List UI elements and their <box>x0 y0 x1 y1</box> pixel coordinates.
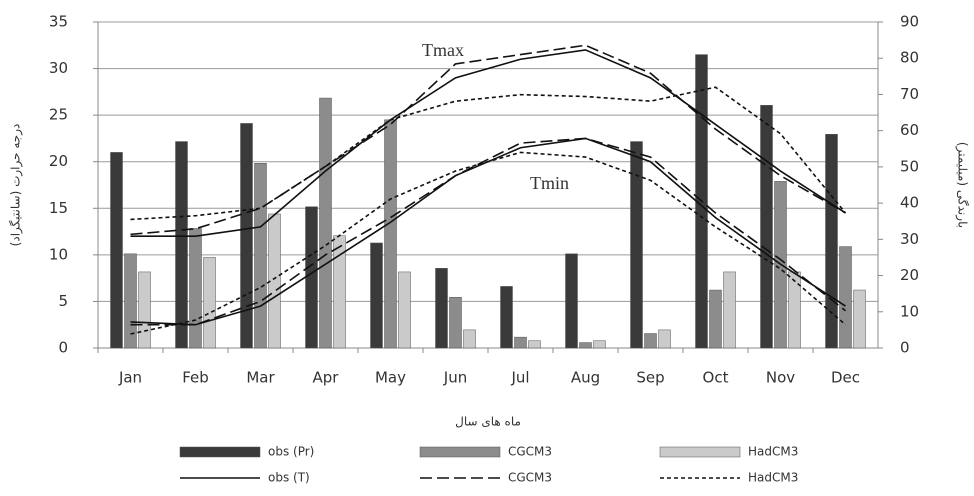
x-tick-label: Mar <box>246 369 275 387</box>
y-axis-title: درجه حرارت (سانتیگراد) <box>9 124 24 247</box>
bar <box>630 141 643 349</box>
y-tick-label: 25 <box>49 106 68 124</box>
legend-label: CGCM3 <box>508 445 552 459</box>
line <box>130 49 846 238</box>
bar <box>240 123 253 349</box>
bar <box>384 119 397 349</box>
y2-tick-label: 30 <box>900 230 919 248</box>
x-tick-label: Sep <box>636 369 664 387</box>
line <box>130 137 846 326</box>
annotation: Tmin <box>530 173 569 193</box>
bar <box>319 97 332 349</box>
x-tick-label: Feb <box>182 369 209 387</box>
bar <box>658 329 671 349</box>
line <box>130 137 846 326</box>
x-tick-label: Jan <box>118 369 142 387</box>
x-axis-title: ماه های سال <box>455 415 521 429</box>
legend-swatch <box>659 446 741 458</box>
bar <box>398 271 411 349</box>
x-tick-label: Jun <box>443 369 467 387</box>
x-tick-label: Nov <box>766 369 795 387</box>
bar <box>760 105 773 349</box>
bar <box>305 206 318 349</box>
bar <box>449 297 462 349</box>
bar <box>254 163 267 349</box>
y2-tick-label: 70 <box>900 85 919 103</box>
y2-tick-label: 50 <box>900 157 919 175</box>
y-tick-label: 20 <box>49 152 68 170</box>
bar <box>565 253 578 349</box>
line <box>130 44 846 236</box>
y2-tick-label: 10 <box>900 302 919 320</box>
bar <box>709 289 722 349</box>
legend-label: HadCM3 <box>748 471 798 485</box>
legend-label: obs (T) <box>268 471 310 485</box>
bar <box>723 271 736 349</box>
x-tick-label: May <box>375 369 406 387</box>
x-tick-label: Dec <box>831 369 860 387</box>
bar <box>435 268 448 349</box>
y-tick-label: 30 <box>49 59 68 77</box>
y2-tick-label: 0 <box>900 339 910 357</box>
y2-tick-label: 90 <box>900 13 919 31</box>
y2-axis-title: بارندگی (میلیمتر) <box>955 142 970 228</box>
legend-swatch <box>179 446 261 458</box>
y-tick-label: 0 <box>58 339 68 357</box>
bar <box>839 246 852 349</box>
bar <box>189 228 202 349</box>
x-tick-label: Jul <box>510 369 529 387</box>
bar <box>853 289 866 349</box>
legend-label: obs (Pr) <box>268 445 314 459</box>
bar <box>463 329 476 349</box>
x-tick-label: Apr <box>313 369 340 387</box>
x-tick-label: Aug <box>571 369 600 387</box>
y-tick-label: 10 <box>49 245 68 263</box>
x-tick-label: Oct <box>703 369 729 387</box>
legend-swatch <box>419 446 501 458</box>
bar <box>528 340 541 349</box>
y-tick-label: 35 <box>49 13 68 31</box>
bar <box>593 340 606 349</box>
annotation: Tmax <box>422 40 464 60</box>
bar <box>175 141 188 349</box>
bar <box>514 336 527 349</box>
line <box>130 151 847 335</box>
bar <box>138 271 151 349</box>
y2-tick-label: 20 <box>900 266 919 284</box>
y2-tick-label: 40 <box>900 194 919 212</box>
legend-label: HadCM3 <box>748 445 798 459</box>
line <box>130 86 847 221</box>
bar <box>370 242 383 349</box>
bar <box>203 257 216 349</box>
y2-tick-label: 80 <box>900 49 919 67</box>
y-tick-label: 15 <box>49 199 68 217</box>
bar <box>500 286 513 349</box>
bar <box>788 271 801 349</box>
y-tick-label: 5 <box>58 292 68 310</box>
bar <box>644 333 657 349</box>
bar <box>579 342 592 349</box>
y2-tick-label: 60 <box>900 121 919 139</box>
bar <box>110 152 123 349</box>
legend-label: CGCM3 <box>508 471 552 485</box>
